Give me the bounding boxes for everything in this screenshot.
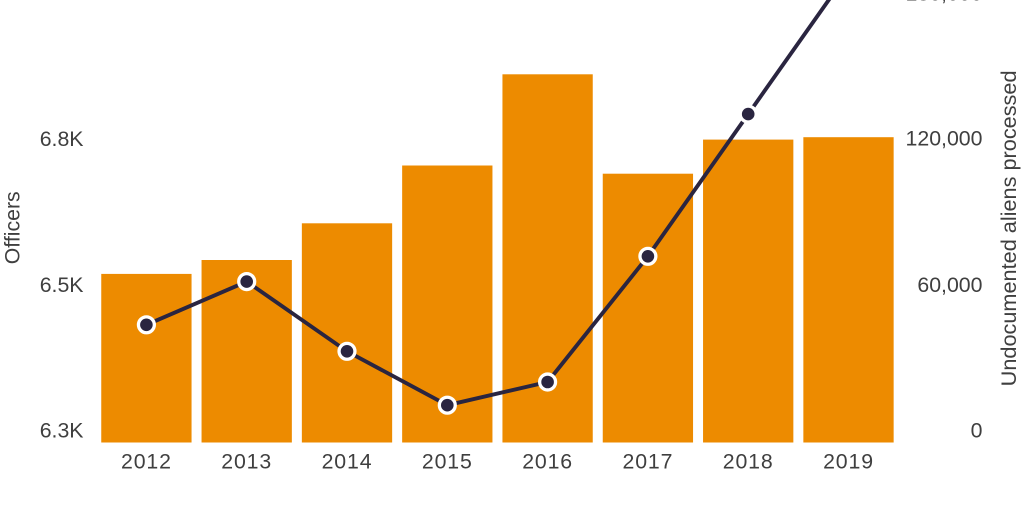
svg-text:2014: 2014 (322, 450, 373, 474)
svg-text:6.3K: 6.3K (40, 419, 84, 443)
svg-text:120,000: 120,000 (906, 127, 983, 151)
svg-text:6.5K: 6.5K (40, 273, 84, 297)
svg-text:180,000: 180,000 (906, 0, 983, 6)
svg-text:2019: 2019 (823, 450, 874, 474)
svg-text:2016: 2016 (522, 450, 573, 474)
svg-text:2012: 2012 (121, 450, 172, 474)
svg-text:0: 0 (971, 419, 983, 443)
svg-text:6.8K: 6.8K (40, 127, 84, 151)
svg-text:2013: 2013 (221, 450, 272, 474)
svg-text:Undocumented aliens processed: Undocumented aliens processed (996, 70, 1021, 386)
svg-text:60,000: 60,000 (917, 273, 982, 297)
svg-text:2018: 2018 (723, 450, 774, 474)
svg-text:2015: 2015 (422, 450, 473, 474)
svg-text:Officers: Officers (0, 191, 24, 264)
svg-text:2017: 2017 (623, 450, 674, 474)
